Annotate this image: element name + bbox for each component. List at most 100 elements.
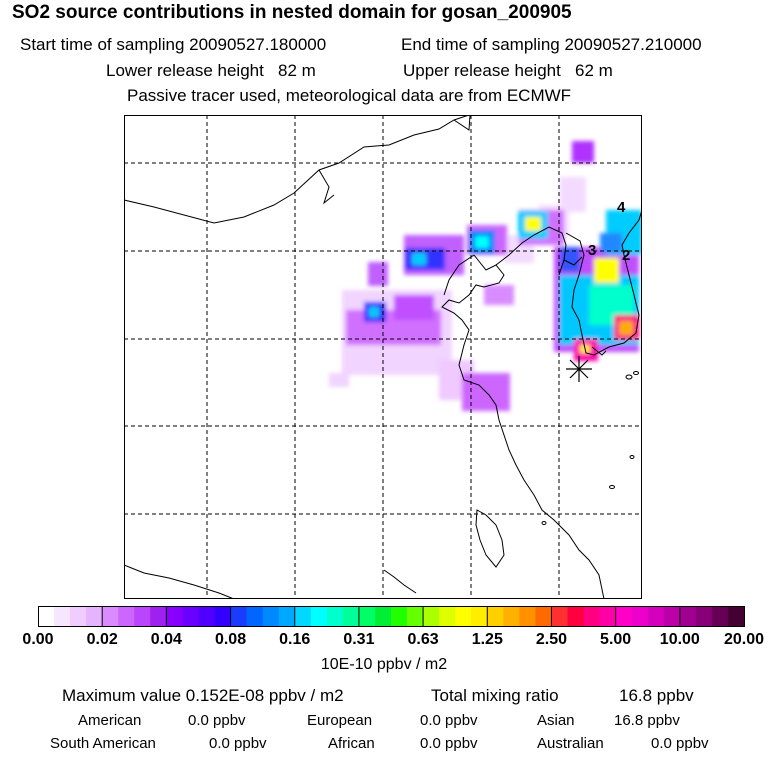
- island: [541, 521, 547, 525]
- colorbar-swatch: [487, 606, 504, 627]
- colorbar-swatch: [102, 606, 119, 627]
- map-frame: [124, 115, 642, 599]
- asterisk-icon: [566, 356, 592, 382]
- colorbar-tick-label: 0.04: [150, 631, 182, 648]
- island: [629, 455, 635, 459]
- colorbar-swatch: [358, 606, 376, 627]
- island: [609, 485, 615, 489]
- south-american-value: 0.0 ppbv: [209, 735, 267, 752]
- african-label: African: [328, 735, 375, 752]
- colorbar-swatch: [278, 606, 296, 627]
- colorbar-swatch: [86, 606, 103, 627]
- colorbar-swatch: [214, 606, 232, 627]
- colorbar-swatch: [599, 606, 617, 627]
- colorbar-swatch: [647, 606, 665, 627]
- tracer-note: Passive tracer used, meteorological data…: [127, 86, 572, 105]
- region-label: 4: [617, 199, 626, 216]
- colorbar-swatch: [583, 606, 601, 627]
- colorbar-swatch: [615, 606, 633, 627]
- colorbar-swatch: [70, 606, 87, 627]
- coast-bohai: [443, 254, 475, 296]
- border-northeast: [453, 115, 471, 131]
- island: [625, 374, 633, 380]
- colorbar-swatch: [262, 606, 280, 627]
- colorbar-swatch: [711, 606, 729, 627]
- colorbar-swatch: [374, 606, 392, 627]
- colorbar-tick-label: 2.50: [535, 631, 568, 648]
- colorbar-tick-label: 0.08: [214, 631, 247, 648]
- colorbar-swatch: [567, 606, 585, 627]
- island: [633, 371, 639, 375]
- colorbar-swatch: [230, 606, 248, 627]
- european-label: European: [307, 712, 373, 729]
- colorbar-swatch: [342, 606, 360, 627]
- page-title: SO2 source contributions in nested domai…: [12, 2, 572, 23]
- colorbar-tick-label: 0.16: [279, 631, 311, 648]
- coast-korea: [565, 209, 642, 356]
- colorbar-swatch: [182, 606, 200, 627]
- colorbar-swatch: [38, 606, 55, 627]
- colorbar-swatch: [310, 606, 328, 627]
- australian-value: 0.0 ppbv: [651, 735, 709, 752]
- colorbar-tick-label: 10.00: [659, 631, 700, 648]
- colorbar-tick-label: 0.31: [343, 631, 375, 648]
- colorbar-swatch: [551, 606, 569, 627]
- colorbar-swatch: [663, 606, 681, 627]
- colorbar-swatch: [166, 606, 184, 627]
- asian-value: 16.8 ppbv: [614, 712, 680, 729]
- colorbar-tick-label: 0.00: [22, 631, 54, 648]
- colorbar-swatch: [246, 606, 264, 627]
- lower-height-label: Lower release height 82 m: [106, 61, 316, 80]
- colorbar-frame: [38, 606, 745, 627]
- colorbar-swatch: [423, 606, 440, 627]
- coast-korea-west: [563, 256, 583, 266]
- border-kink: [318, 169, 335, 205]
- maximum-value-label: Maximum value 0.152E-08 ppbv / m2: [62, 686, 344, 705]
- european-value: 0.0 ppbv: [420, 712, 478, 729]
- colorbar-swatch: [679, 606, 697, 627]
- colorbar-tick-label: 20.00: [723, 631, 765, 648]
- colorbar-swatch: [455, 606, 472, 627]
- plume-korea-main: [554, 210, 642, 361]
- south-american-label: South American: [50, 735, 156, 752]
- colorbar-swatch: [294, 606, 312, 627]
- colorbar-swatch: [727, 606, 745, 627]
- colorbar-swatch: [631, 606, 649, 627]
- colorbar-swatch: [326, 606, 344, 627]
- colorbar: [38, 606, 745, 627]
- colorbar-swatch: [535, 606, 553, 627]
- colorbar-tick-label: 1.25: [471, 631, 503, 648]
- colorbar-swatch: [503, 606, 520, 627]
- coast-south: [383, 569, 417, 594]
- colorbar-tick-label: 0.63: [407, 631, 439, 648]
- coast-southwest: [124, 564, 235, 599]
- colorbar-swatch: [150, 606, 167, 627]
- african-value: 0.0 ppbv: [420, 735, 478, 752]
- region-label: 2: [622, 247, 630, 264]
- total-mixing-value: 16.8 ppbv: [619, 686, 694, 705]
- colorbar-swatch: [118, 606, 135, 627]
- coast-liaodong: [495, 226, 567, 276]
- coast-china-east: [441, 254, 605, 599]
- american-label: American: [78, 712, 142, 729]
- colorbar-swatch: [198, 606, 216, 627]
- end-time-label: End time of sampling 20090527.210000: [401, 35, 702, 54]
- colorbar-swatch: [407, 606, 424, 627]
- colorbar-swatch: [695, 606, 713, 627]
- colorbar-swatch: [134, 606, 151, 627]
- region-label: 3: [588, 242, 596, 259]
- upper-height-label: Upper release height 62 m: [403, 61, 613, 80]
- asian-label: Asian: [537, 712, 575, 729]
- colorbar-dividers: [101, 606, 681, 627]
- colorbar-swatch: [439, 606, 456, 627]
- colorbar-unit: 10E-10 ppbv / m2: [320, 656, 448, 673]
- colorbar-swatch: [54, 606, 71, 627]
- plume-hotspots: [364, 211, 548, 322]
- coast-korea-south: [591, 346, 607, 356]
- total-mixing-label: Total mixing ratio: [431, 686, 559, 705]
- start-time-label: Start time of sampling 20090527.180000: [20, 35, 327, 54]
- map-panel: 4 3 2: [124, 115, 642, 599]
- colorbar-swatch: [519, 606, 537, 627]
- american-value: 0.0 ppbv: [188, 712, 246, 729]
- colorbar-swatches: [38, 606, 745, 627]
